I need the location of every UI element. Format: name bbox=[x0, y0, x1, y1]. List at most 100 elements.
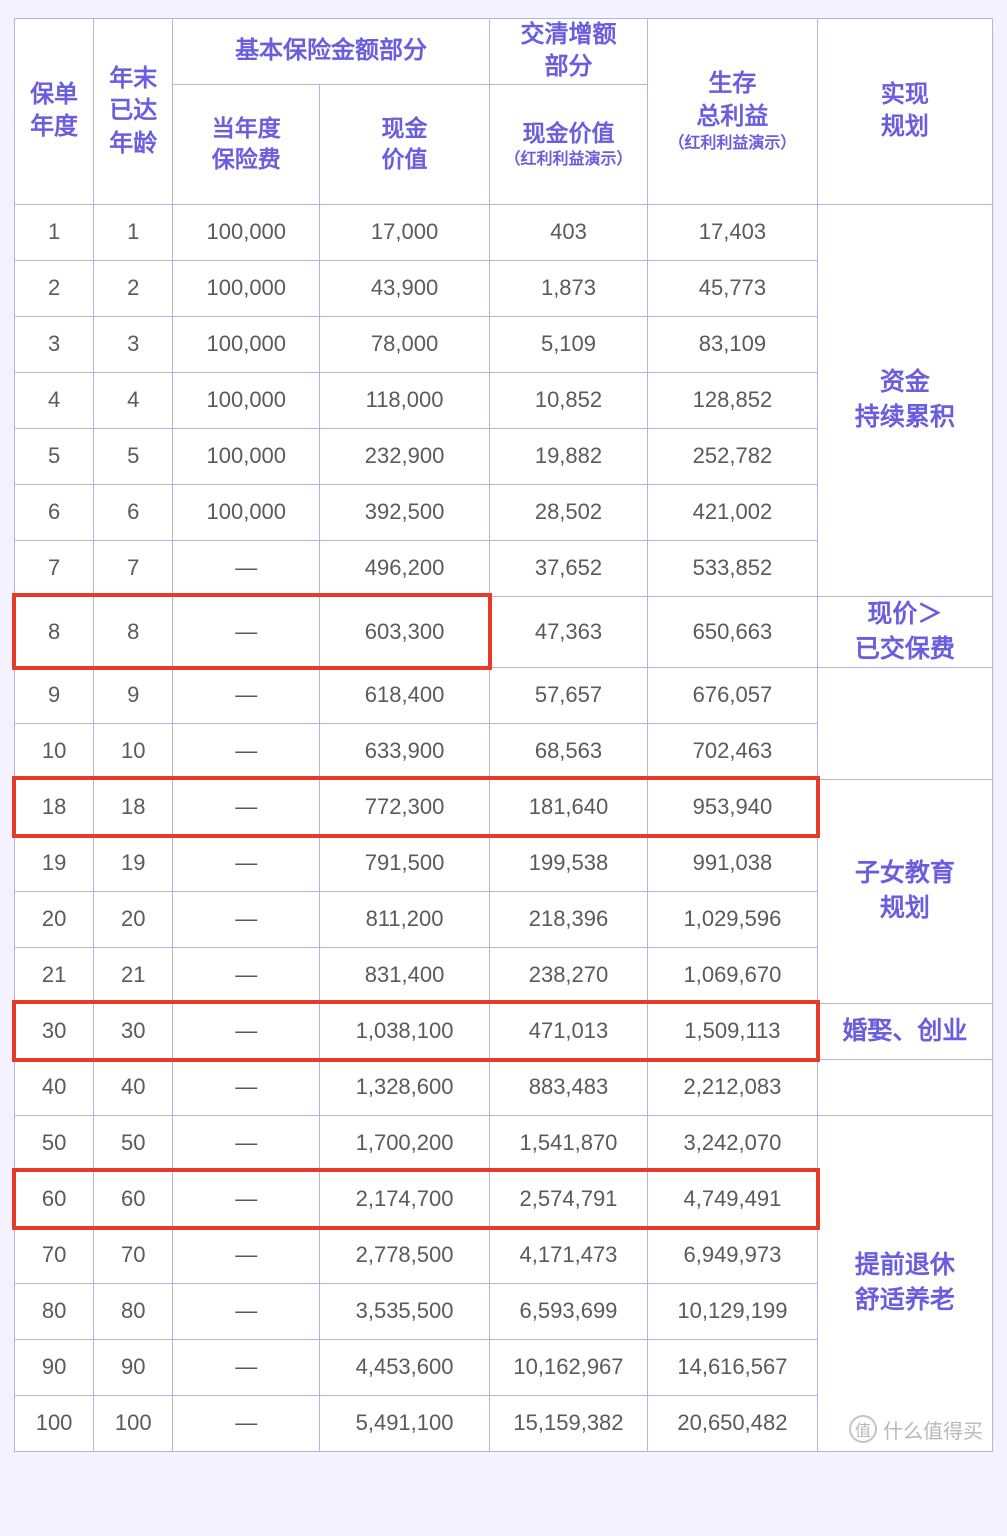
cell-premium: — bbox=[173, 947, 320, 1003]
cell-total: 10,129,199 bbox=[648, 1283, 818, 1339]
cell-cv: 831,400 bbox=[320, 947, 490, 1003]
cell-total: 1,029,596 bbox=[648, 891, 818, 947]
cell-total: 991,038 bbox=[648, 835, 818, 891]
cell-year: 60 bbox=[15, 1171, 94, 1227]
cell-year: 21 bbox=[15, 947, 94, 1003]
cell-premium: 100,000 bbox=[173, 428, 320, 484]
cell-age: 40 bbox=[94, 1059, 173, 1115]
cell-total: 702,463 bbox=[648, 723, 818, 779]
cell-premium: 100,000 bbox=[173, 260, 320, 316]
cell-total: 45,773 bbox=[648, 260, 818, 316]
cell-year: 6 bbox=[15, 484, 94, 540]
table-row: 3030—1,038,100471,0131,509,113婚娶、创业 bbox=[15, 1003, 993, 1059]
cell-cv: 603,300 bbox=[320, 596, 490, 667]
cell-year: 4 bbox=[15, 372, 94, 428]
table-wrap: 保单年度 年末已达年龄 基本保险金额部分 交清增额部分 生存总利益 （红利利益演… bbox=[14, 18, 993, 1452]
cell-premium: — bbox=[173, 1003, 320, 1059]
cell-total: 2,212,083 bbox=[648, 1059, 818, 1115]
cell-total: 3,242,070 bbox=[648, 1115, 818, 1171]
cell-premium: — bbox=[173, 1339, 320, 1395]
cell-age: 2 bbox=[94, 260, 173, 316]
cell-div: 57,657 bbox=[489, 667, 647, 723]
cell-age: 20 bbox=[94, 891, 173, 947]
cell-cv: 811,200 bbox=[320, 891, 490, 947]
cell-total: 650,663 bbox=[648, 596, 818, 667]
cell-premium: — bbox=[173, 1059, 320, 1115]
table-row: 88—603,30047,363650,663现价＞已交保费 bbox=[15, 596, 993, 667]
cell-premium: — bbox=[173, 1227, 320, 1283]
cell-year: 70 bbox=[15, 1227, 94, 1283]
cell-year: 2 bbox=[15, 260, 94, 316]
cell-div: 2,574,791 bbox=[489, 1171, 647, 1227]
col-total-benefit: 生存总利益 （红利利益演示） bbox=[648, 19, 818, 205]
cell-total: 4,749,491 bbox=[648, 1171, 818, 1227]
plan-cell: 现价＞已交保费 bbox=[817, 596, 992, 667]
cell-premium: — bbox=[173, 1171, 320, 1227]
cell-total: 128,852 bbox=[648, 372, 818, 428]
cell-cv: 5,491,100 bbox=[320, 1395, 490, 1451]
cell-div: 47,363 bbox=[489, 596, 647, 667]
table-header: 保单年度 年末已达年龄 基本保险金额部分 交清增额部分 生存总利益 （红利利益演… bbox=[15, 19, 993, 205]
cell-cv: 633,900 bbox=[320, 723, 490, 779]
cell-cv: 2,174,700 bbox=[320, 1171, 490, 1227]
cell-year: 20 bbox=[15, 891, 94, 947]
cell-cv: 78,000 bbox=[320, 316, 490, 372]
insurance-illustration-table: 保单年度 年末已达年龄 基本保险金额部分 交清增额部分 生存总利益 （红利利益演… bbox=[14, 18, 993, 1452]
col-policy-year: 保单年度 bbox=[15, 19, 94, 205]
cell-age: 60 bbox=[94, 1171, 173, 1227]
cell-div: 403 bbox=[489, 204, 647, 260]
cell-premium: — bbox=[173, 540, 320, 596]
cell-div: 883,483 bbox=[489, 1059, 647, 1115]
cell-total: 953,940 bbox=[648, 779, 818, 835]
cell-total: 1,509,113 bbox=[648, 1003, 818, 1059]
cell-age: 3 bbox=[94, 316, 173, 372]
plan-cell: 提前退休舒适养老 bbox=[817, 1115, 992, 1451]
cell-div: 10,852 bbox=[489, 372, 647, 428]
cell-total: 533,852 bbox=[648, 540, 818, 596]
cell-cv: 2,778,500 bbox=[320, 1227, 490, 1283]
cell-div: 6,593,699 bbox=[489, 1283, 647, 1339]
table-row: 5050—1,700,2001,541,8703,242,070提前退休舒适养老 bbox=[15, 1115, 993, 1171]
cell-div: 238,270 bbox=[489, 947, 647, 1003]
cell-total: 6,949,973 bbox=[648, 1227, 818, 1283]
cell-premium: — bbox=[173, 779, 320, 835]
cell-year: 7 bbox=[15, 540, 94, 596]
cell-premium: — bbox=[173, 723, 320, 779]
cell-year: 30 bbox=[15, 1003, 94, 1059]
cell-div: 199,538 bbox=[489, 835, 647, 891]
cell-year: 8 bbox=[15, 596, 94, 667]
cell-premium: — bbox=[173, 1115, 320, 1171]
cell-cv: 1,700,200 bbox=[320, 1115, 490, 1171]
cell-cv: 772,300 bbox=[320, 779, 490, 835]
cell-cv: 392,500 bbox=[320, 484, 490, 540]
cell-age: 10 bbox=[94, 723, 173, 779]
cell-cv: 1,328,600 bbox=[320, 1059, 490, 1115]
cell-year: 80 bbox=[15, 1283, 94, 1339]
cell-premium: — bbox=[173, 1283, 320, 1339]
cell-year: 3 bbox=[15, 316, 94, 372]
cell-age: 18 bbox=[94, 779, 173, 835]
cell-year: 50 bbox=[15, 1115, 94, 1171]
cell-age: 50 bbox=[94, 1115, 173, 1171]
cell-div: 15,159,382 bbox=[489, 1395, 647, 1451]
cell-age: 9 bbox=[94, 667, 173, 723]
cell-age: 21 bbox=[94, 947, 173, 1003]
col-dividend-cv-note: （红利利益演示） bbox=[494, 149, 643, 171]
col-premium: 当年度保险费 bbox=[173, 84, 320, 204]
cell-premium: — bbox=[173, 596, 320, 667]
cell-premium: 100,000 bbox=[173, 484, 320, 540]
cell-age: 80 bbox=[94, 1283, 173, 1339]
table-row: 1818—772,300181,640953,940子女教育规划 bbox=[15, 779, 993, 835]
cell-age: 8 bbox=[94, 596, 173, 667]
cell-age: 70 bbox=[94, 1227, 173, 1283]
cell-div: 218,396 bbox=[489, 891, 647, 947]
table-row: 11100,00017,00040317,403资金持续累积 bbox=[15, 204, 993, 260]
cell-cv: 232,900 bbox=[320, 428, 490, 484]
cell-premium: — bbox=[173, 667, 320, 723]
cell-premium: — bbox=[173, 891, 320, 947]
table-row: 99—618,40057,657676,057 bbox=[15, 667, 993, 723]
cell-total: 676,057 bbox=[648, 667, 818, 723]
cell-div: 19,882 bbox=[489, 428, 647, 484]
table-body: 11100,00017,00040317,403资金持续累积22100,0004… bbox=[15, 204, 993, 1451]
cell-div: 1,873 bbox=[489, 260, 647, 316]
